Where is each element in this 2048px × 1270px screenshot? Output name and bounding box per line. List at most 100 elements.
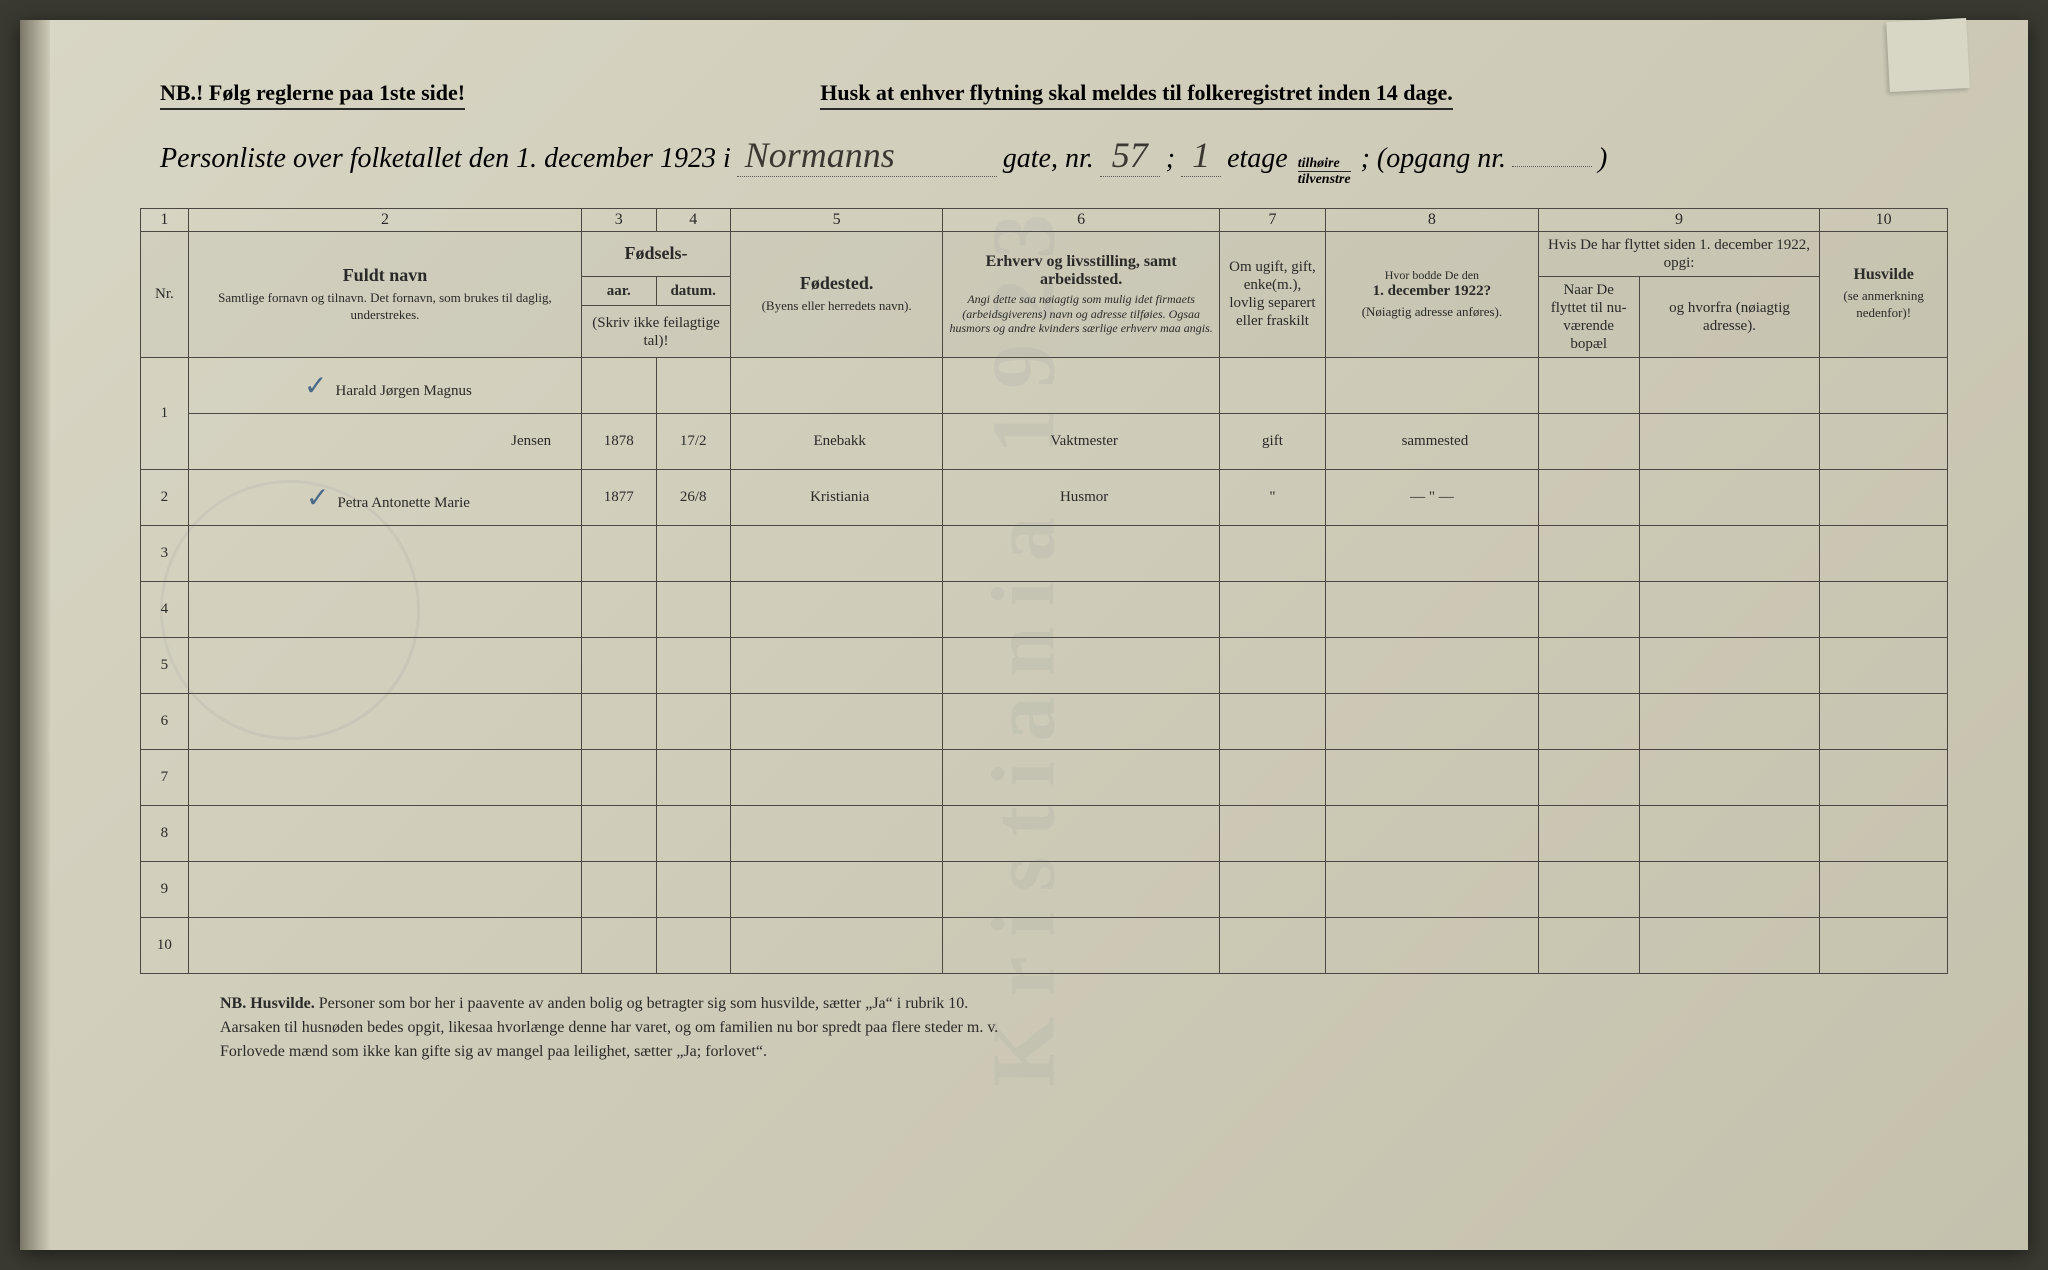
side-top: tilhøire: [1298, 156, 1351, 172]
cell-empty: [1538, 357, 1639, 413]
table-row: 8: [141, 805, 1948, 861]
table-row: 6: [141, 693, 1948, 749]
side-options: tilhøire tilvenstre: [1298, 156, 1351, 188]
colnum-6: 6: [943, 208, 1219, 231]
row-nr: 1: [141, 357, 189, 469]
cell-husvilde: [1820, 413, 1948, 469]
cell-name: ✓Petra Antonette Marie: [188, 469, 581, 525]
header-nr: Nr.: [141, 231, 189, 357]
header-prev-strong: 1. december 1922?: [1373, 283, 1491, 299]
header-husvilde-sub: (se anmerkning nedenfor)!: [1826, 288, 1941, 322]
colnum-8: 8: [1326, 208, 1539, 231]
header-birthplace: Fødested. (Byens eller herredets navn).: [730, 231, 943, 357]
cell-moved-from: [1639, 413, 1820, 469]
top-notices: NB.! Følg reglerne paa 1ste side! Husk a…: [140, 80, 1948, 110]
table-row: 9: [141, 861, 1948, 917]
footnote-nb: NB. Husvilde.: [220, 995, 315, 1012]
title-prefix: Personliste over folketallet den 1. dece…: [160, 143, 731, 175]
header-prev-addr: Hvor bodde De den 1. december 1922? (Nøi…: [1326, 231, 1539, 357]
cell-occupation: Vaktmester: [943, 413, 1219, 469]
cell-birthplace: Enebakk: [730, 413, 943, 469]
colnum-2: 2: [188, 208, 581, 231]
footnote: NB. Husvilde. Personer som bor her i paa…: [140, 992, 1948, 1064]
header-occ-sub: Angi dette saa nøiagtig som mulig idet f…: [949, 292, 1212, 335]
cell-empty: [730, 357, 943, 413]
header-birth-note: (Skriv ikke feilagtige tal)!: [582, 306, 731, 357]
row-nr: 4: [141, 581, 189, 637]
header-name: Fuldt navn Samtlige fornavn og tilnavn. …: [188, 231, 581, 357]
cell-prev-addr: — " —: [1326, 469, 1539, 525]
opgang-field: [1512, 166, 1592, 167]
side-bottom: tilvenstre: [1298, 172, 1351, 187]
colnum-9: 9: [1538, 208, 1820, 231]
check-icon: ✓: [306, 482, 329, 513]
table-row: 4: [141, 581, 1948, 637]
header-moved-from: og hvorfra (nøiagtig adresse).: [1639, 276, 1820, 357]
cell-name2: Jensen: [188, 413, 581, 469]
gate-label: gate, nr.: [1003, 143, 1094, 175]
table-row: Jensen 1878 17/2 Enebakk Vaktmester gift…: [141, 413, 1948, 469]
table-row: 1 ✓Harald Jørgen Magnus: [141, 357, 1948, 413]
colnum-7: 7: [1219, 208, 1325, 231]
cell-marital: ": [1219, 469, 1325, 525]
table-row: 10: [141, 917, 1948, 973]
row-nr: 2: [141, 469, 189, 525]
cell-year: 1877: [582, 469, 656, 525]
row-nr: 3: [141, 525, 189, 581]
table-row: 5: [141, 637, 1948, 693]
notice-left: NB.! Følg reglerne paa 1ste side!: [160, 80, 465, 110]
form-title-line: Personliste over folketallet den 1. dece…: [140, 134, 1948, 188]
colnum-5: 5: [730, 208, 943, 231]
cell-empty: [1639, 357, 1820, 413]
footnote-line3: Forlovede mænd som ikke kan gifte sig av…: [220, 1043, 767, 1060]
cell-name: ✓Harald Jørgen Magnus: [188, 357, 581, 413]
cell-date: 26/8: [656, 469, 730, 525]
header-moved-when: Naar De flyttet til nu-værende bopæl: [1538, 276, 1639, 357]
cell-empty: [1219, 357, 1325, 413]
cell-prev-addr: sammested: [1326, 413, 1539, 469]
footnote-line2: Aarsaken til husnøden bedes opgit, likes…: [220, 1019, 998, 1036]
header-occ-strong: Erhverv og livsstilling, samt arbeidsste…: [986, 253, 1177, 288]
table-row: 2 ✓Petra Antonette Marie 1877 26/8 Krist…: [141, 469, 1948, 525]
row-nr: 7: [141, 749, 189, 805]
street-name-field: Normanns: [737, 134, 997, 177]
cell-husvilde: [1820, 469, 1948, 525]
header-moved-group: Hvis De har flyttet siden 1. december 19…: [1538, 231, 1820, 276]
cell-empty: [582, 357, 656, 413]
cell-empty: [1326, 357, 1539, 413]
row-nr: 10: [141, 917, 189, 973]
footnote-line1: Personer som bor her i paavente av anden…: [319, 995, 969, 1012]
cell-marital: gift: [1219, 413, 1325, 469]
header-prev-sub: (Nøiagtig adresse anføres).: [1332, 304, 1532, 321]
title-close: ): [1598, 143, 1607, 175]
semicolon: ;: [1166, 143, 1175, 175]
header-husvilde-strong: Husvilde: [1853, 266, 1913, 283]
colnum-1: 1: [141, 208, 189, 231]
header-husvilde: Husvilde (se anmerkning nedenfor)!: [1820, 231, 1948, 357]
header-birthplace-strong: Fødested.: [800, 273, 874, 293]
header-birth-label: Fødsels-: [625, 243, 688, 263]
opgang-label: ; (opgang nr.: [1361, 143, 1506, 175]
header-date: datum.: [656, 276, 730, 306]
cell-moved-from: [1639, 469, 1820, 525]
census-form-page: Kristiania 1923 NB.! Følg reglerne paa 1…: [20, 20, 2028, 1250]
cell-birthplace: Kristiania: [730, 469, 943, 525]
table-body: 1 ✓Harald Jørgen Magnus Jensen 1878 17/2…: [141, 357, 1948, 973]
cell-empty: [656, 357, 730, 413]
colnum-4: 4: [656, 208, 730, 231]
table-row: 3: [141, 525, 1948, 581]
column-number-row: 1 2 3 4 5 6 7 8 9 10: [141, 208, 1948, 231]
notice-center: Husk at enhver flytning skal meldes til …: [820, 80, 1453, 110]
cell-empty: [943, 357, 1219, 413]
census-table: 1 2 3 4 5 6 7 8 9 10 Nr. Fuldt navn Samt…: [140, 208, 1948, 974]
header-row-1: Nr. Fuldt navn Samtlige fornavn og tilna…: [141, 231, 1948, 276]
colnum-10: 10: [1820, 208, 1948, 231]
cell-moved-when: [1538, 413, 1639, 469]
floor-field: 1: [1181, 134, 1221, 177]
header-name-strong: Fuldt navn: [343, 265, 428, 285]
check-icon: ✓: [304, 370, 327, 401]
cell-occupation: Husmor: [943, 469, 1219, 525]
header-occupation: Erhverv og livsstilling, samt arbeidsste…: [943, 231, 1219, 357]
header-name-sub: Samtlige fornavn og tilnavn. Det fornavn…: [195, 290, 575, 324]
table-row: 7: [141, 749, 1948, 805]
